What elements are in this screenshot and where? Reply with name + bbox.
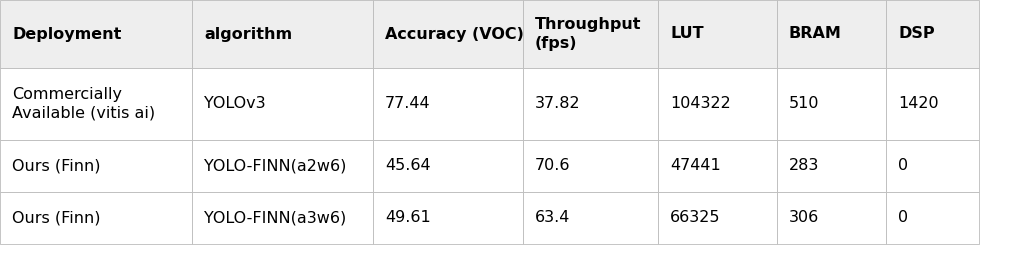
Text: LUT: LUT xyxy=(670,26,703,42)
Text: 104322: 104322 xyxy=(670,96,730,112)
Bar xyxy=(0,0,192,68)
Bar xyxy=(658,0,777,68)
Text: YOLO-FINN(a2w6): YOLO-FINN(a2w6) xyxy=(204,158,346,174)
Text: 77.44: 77.44 xyxy=(385,96,431,112)
Bar xyxy=(373,140,523,192)
Text: algorithm: algorithm xyxy=(204,26,292,42)
Bar xyxy=(523,192,658,244)
Bar xyxy=(373,192,523,244)
Text: Accuracy (VOC): Accuracy (VOC) xyxy=(385,26,524,42)
Bar xyxy=(373,68,523,140)
Text: 47441: 47441 xyxy=(670,158,721,174)
Text: 63.4: 63.4 xyxy=(535,211,571,225)
Bar xyxy=(192,68,373,140)
Bar xyxy=(523,140,658,192)
Text: YOLOv3: YOLOv3 xyxy=(204,96,265,112)
Bar xyxy=(523,68,658,140)
Bar xyxy=(0,192,192,244)
Text: Deployment: Deployment xyxy=(12,26,121,42)
Bar xyxy=(777,68,886,140)
Text: DSP: DSP xyxy=(898,26,934,42)
Text: 0: 0 xyxy=(898,211,909,225)
Text: YOLO-FINN(a3w6): YOLO-FINN(a3w6) xyxy=(204,211,346,225)
Text: 66325: 66325 xyxy=(670,211,720,225)
Text: 0: 0 xyxy=(898,158,909,174)
Text: 45.64: 45.64 xyxy=(385,158,431,174)
Bar xyxy=(192,192,373,244)
Text: Throughput
(fps): Throughput (fps) xyxy=(535,17,641,51)
Bar xyxy=(0,68,192,140)
Bar xyxy=(192,140,373,192)
Bar xyxy=(658,140,777,192)
Text: Commercially
Available (vitis ai): Commercially Available (vitis ai) xyxy=(12,87,155,121)
Text: 1420: 1420 xyxy=(898,96,939,112)
Text: 510: 510 xyxy=(789,96,819,112)
Text: 37.82: 37.82 xyxy=(535,96,580,112)
Bar xyxy=(373,0,523,68)
Bar xyxy=(777,140,886,192)
Bar xyxy=(777,192,886,244)
Bar xyxy=(886,192,979,244)
Text: 70.6: 70.6 xyxy=(535,158,571,174)
Bar xyxy=(192,0,373,68)
Text: Ours (Finn): Ours (Finn) xyxy=(12,158,100,174)
Bar xyxy=(658,192,777,244)
Text: 283: 283 xyxy=(789,158,819,174)
Bar xyxy=(777,0,886,68)
Bar xyxy=(523,0,658,68)
Bar xyxy=(886,140,979,192)
Bar xyxy=(658,68,777,140)
Bar xyxy=(886,68,979,140)
Text: BRAM: BRAM xyxy=(789,26,842,42)
Bar xyxy=(886,0,979,68)
Bar xyxy=(0,140,192,192)
Text: 306: 306 xyxy=(789,211,819,225)
Text: 49.61: 49.61 xyxy=(385,211,431,225)
Text: Ours (Finn): Ours (Finn) xyxy=(12,211,100,225)
